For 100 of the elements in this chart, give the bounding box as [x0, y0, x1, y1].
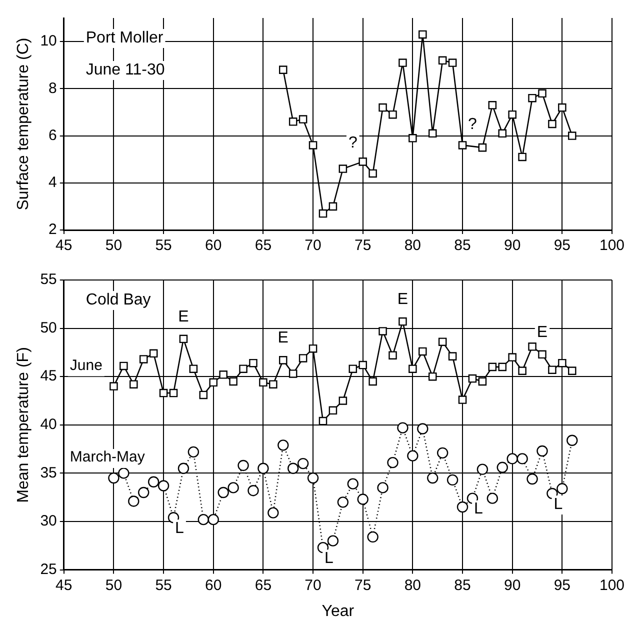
- annotation: ?: [468, 116, 478, 133]
- point: [458, 396, 467, 404]
- point: [287, 462, 299, 474]
- y-tick-label: 30: [40, 512, 57, 530]
- point: [496, 462, 508, 474]
- point: [417, 423, 428, 434]
- point: [378, 327, 387, 336]
- annotation: June 11-30: [86, 61, 165, 78]
- point: [548, 120, 556, 128]
- point: [130, 380, 138, 388]
- point: [488, 101, 497, 110]
- x-tick-label: 65: [254, 576, 272, 594]
- point: [298, 115, 308, 124]
- point: [548, 366, 556, 374]
- point: [556, 483, 568, 494]
- point: [228, 482, 239, 494]
- point: [328, 406, 338, 415]
- point: [377, 482, 388, 494]
- x-tick-label: 90: [504, 576, 521, 594]
- point: [538, 89, 546, 98]
- x-tick-label: 90: [504, 237, 521, 254]
- x-tick-label: 95: [554, 237, 571, 254]
- point: [418, 347, 427, 356]
- x-tick-label: 60: [205, 576, 222, 594]
- point: [506, 453, 518, 464]
- x-tick-label: 80: [404, 237, 422, 254]
- point: [448, 58, 457, 67]
- y-tick-label: 10: [40, 32, 57, 50]
- point: [338, 164, 348, 173]
- point: [397, 422, 408, 434]
- point: [120, 362, 128, 370]
- point: [179, 334, 188, 344]
- annotation: ?: [348, 134, 358, 152]
- point: [327, 535, 339, 546]
- point: [398, 317, 407, 326]
- point: [259, 378, 268, 387]
- point: [198, 514, 210, 526]
- point: [508, 353, 516, 362]
- point: [536, 445, 548, 457]
- annotation: Port Moller: [86, 29, 164, 46]
- point: [458, 141, 467, 150]
- y-tick-label: 40: [40, 416, 57, 434]
- x-tick-label: 70: [304, 237, 322, 254]
- point: [318, 416, 328, 426]
- point: [110, 382, 118, 390]
- annotation: L: [175, 520, 184, 538]
- y-tick-label: 50: [40, 319, 57, 336]
- x-tick-label: 60: [205, 237, 222, 254]
- series-label: March-May: [70, 448, 146, 466]
- y-axis-title: Surface temperature (C): [15, 38, 32, 210]
- x-tick-label: 85: [454, 237, 471, 254]
- point: [158, 480, 170, 492]
- point: [348, 364, 358, 374]
- point: [538, 350, 546, 359]
- point: [558, 103, 566, 112]
- point: [488, 362, 497, 372]
- point: [446, 474, 458, 486]
- x-tick-label: 100: [599, 576, 625, 594]
- point: [188, 446, 200, 458]
- x-tick-label: 95: [554, 576, 571, 594]
- point: [358, 360, 367, 370]
- point: [178, 462, 190, 474]
- y-tick-label: 2: [48, 221, 57, 238]
- point: [378, 103, 387, 112]
- x-tick-label: 85: [454, 576, 471, 594]
- x-tick-label: 50: [105, 237, 122, 254]
- point: [498, 129, 507, 138]
- point: [498, 362, 507, 372]
- y-tick-label: 45: [40, 368, 57, 385]
- point: [238, 460, 249, 472]
- y-tick-label: 6: [48, 126, 57, 144]
- y-tick-label: 4: [48, 174, 57, 192]
- point: [278, 440, 289, 451]
- point: [288, 118, 298, 126]
- point: [149, 349, 158, 358]
- x-tick-label: 55: [155, 237, 172, 254]
- x-tick-label: 80: [404, 576, 422, 594]
- point: [427, 472, 438, 484]
- point: [199, 390, 208, 400]
- point: [558, 358, 566, 368]
- point: [438, 338, 447, 346]
- point: [408, 134, 417, 142]
- series-label: June: [70, 356, 102, 374]
- annotation: Cold Bay: [86, 291, 151, 308]
- x-tick-label: 75: [354, 576, 372, 594]
- point: [139, 355, 148, 364]
- point: [478, 377, 487, 386]
- point: [568, 132, 576, 140]
- point: [368, 169, 377, 178]
- y-tick-label: 35: [40, 464, 57, 482]
- point: [248, 484, 259, 496]
- point: [407, 450, 418, 462]
- point: [528, 94, 536, 102]
- point: [148, 476, 160, 488]
- point: [438, 56, 447, 65]
- point: [278, 356, 288, 364]
- annotation: L: [474, 500, 484, 518]
- point: [486, 492, 498, 504]
- point: [318, 209, 328, 218]
- point: [428, 129, 437, 138]
